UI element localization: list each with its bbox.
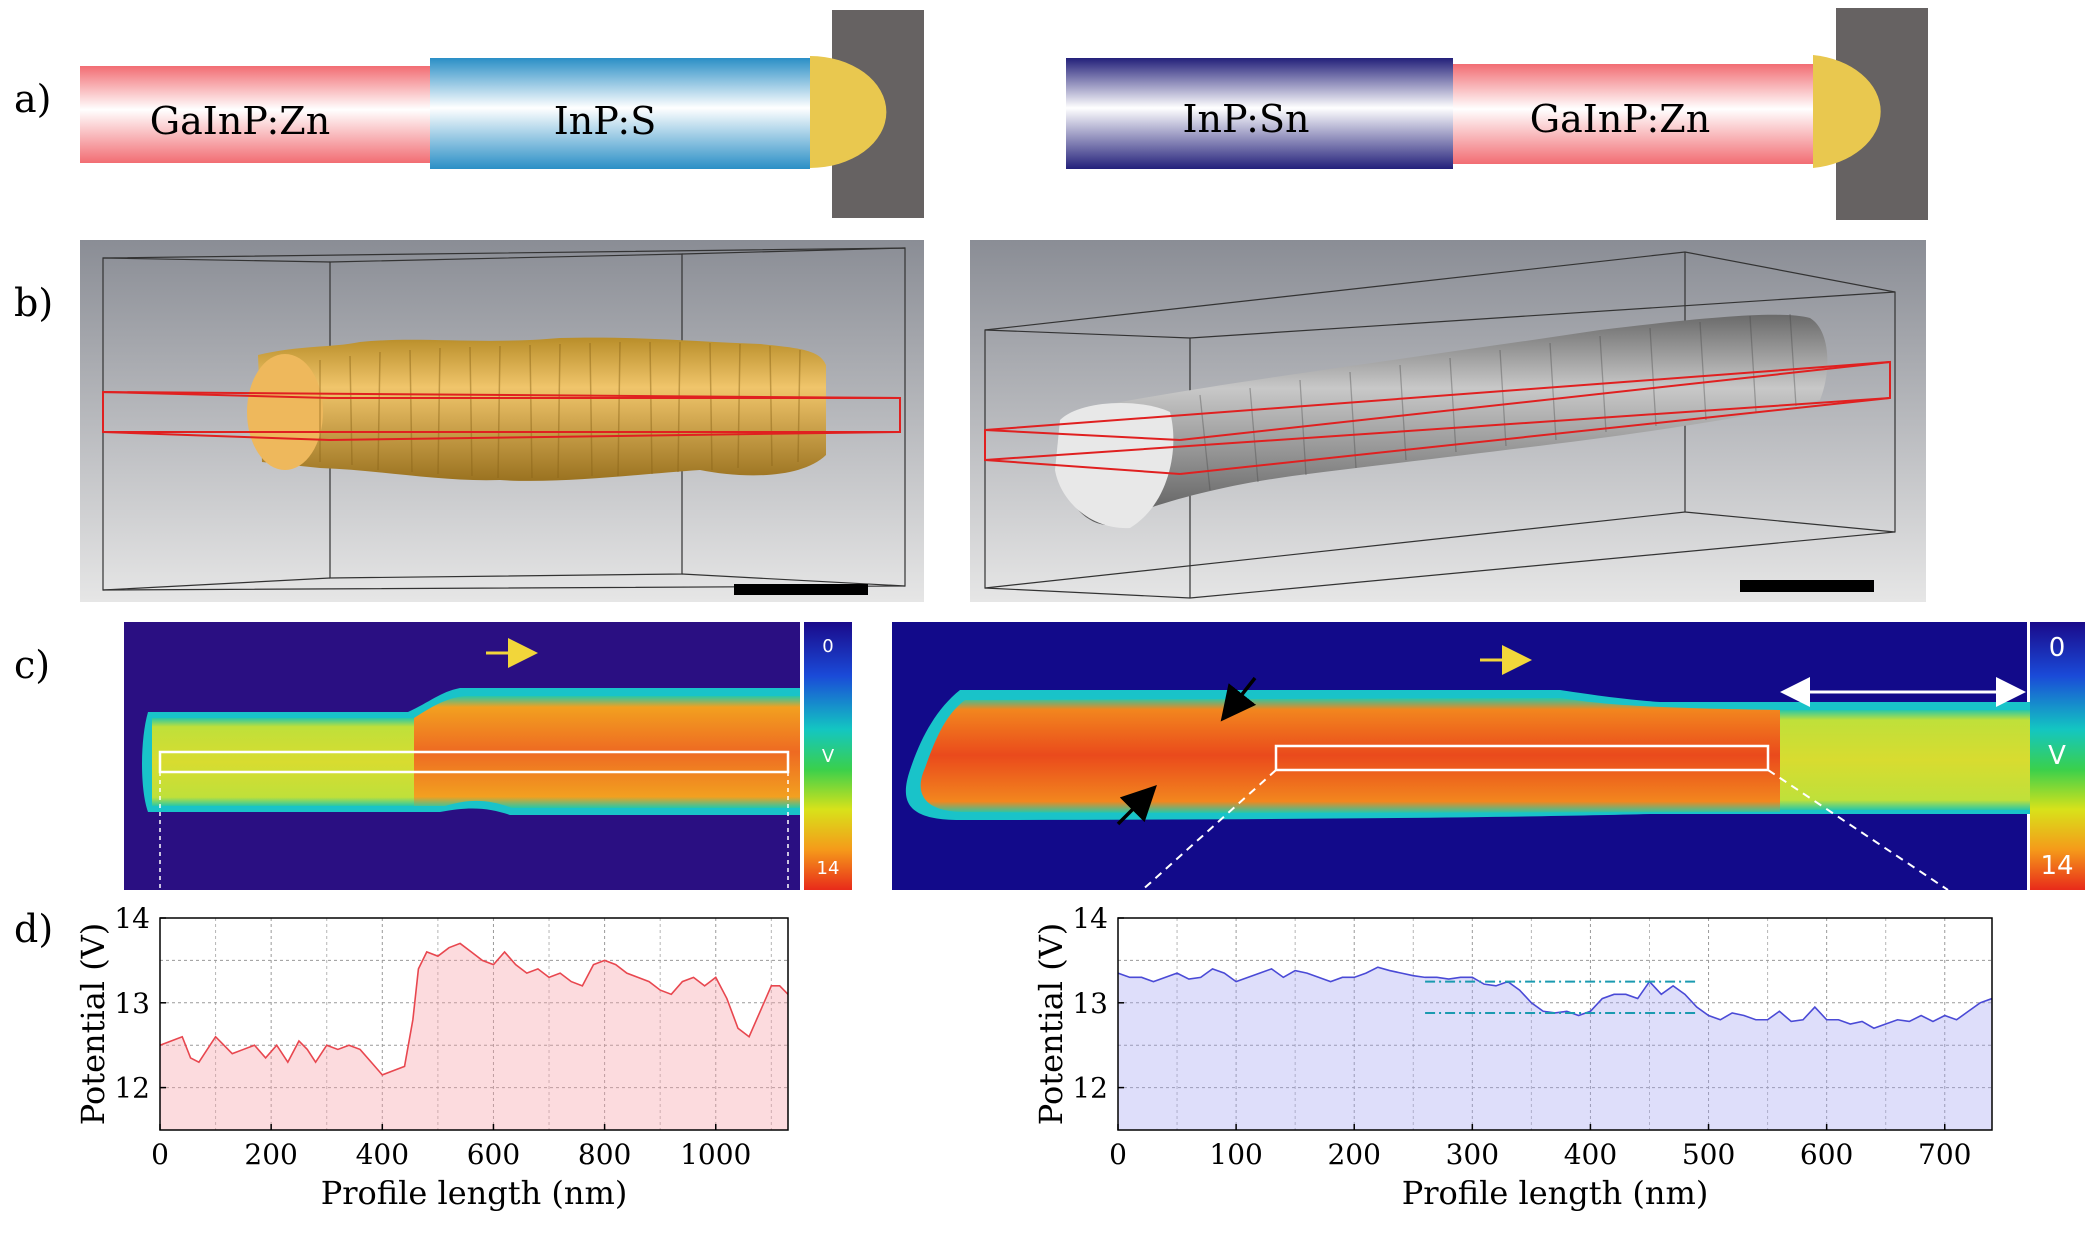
series-line — [159, 942, 789, 1076]
slice-plane-left — [102, 390, 901, 441]
label-gainp-zn-left: GaInP:Zn — [150, 99, 330, 143]
y-axis-title: Potential (V) — [74, 923, 112, 1126]
render-left — [80, 240, 924, 602]
colorbar-left — [804, 622, 852, 890]
x-tick-label: 300 — [1446, 1138, 1499, 1171]
segment-inp-s — [430, 58, 810, 169]
x-tick-label: 700 — [1918, 1138, 1971, 1171]
label-gainp-zn-right: GaInP:Zn — [1530, 97, 1710, 141]
nanowire-gold-body — [258, 337, 826, 481]
map-right-wire-inp-sn — [920, 698, 1780, 813]
annotation-arrow-upper — [1220, 676, 1257, 722]
series-area — [160, 943, 788, 1130]
profile-guide-right-1 — [1119, 769, 1277, 911]
nanowire-gold-texture — [319, 341, 801, 479]
colorbar-right-min: 0 — [2049, 633, 2066, 663]
annotation-arrow-lower — [1116, 785, 1157, 826]
y-tick-label: 14 — [114, 902, 150, 935]
nanowire-grey-body — [1057, 314, 1828, 525]
scale-bar-right — [1740, 580, 1874, 592]
x-axis-title: Profile length (nm) — [1402, 1174, 1709, 1212]
y-axis-title: Potential (V) — [1032, 923, 1070, 1126]
x-tick-label: 500 — [1682, 1138, 1735, 1171]
panel-label-a: a) — [14, 77, 51, 121]
x-tick-label: 200 — [1327, 1138, 1380, 1171]
x-tick-label: 800 — [578, 1138, 631, 1171]
x-tick-label: 100 — [1209, 1138, 1262, 1171]
schematic-right: InP:Sn GaInP:Zn — [1066, 8, 1928, 220]
nanowire-gold-end — [247, 354, 323, 470]
profile-box-left — [158, 750, 790, 774]
map-left-wire-gainp — [152, 718, 414, 806]
segment-gainp-zn-left — [80, 66, 430, 163]
x-tick-label: 0 — [1109, 1138, 1127, 1171]
segment-gainp-zn-right — [1453, 64, 1813, 164]
gold-catalyst-left — [810, 56, 887, 168]
y-tick-label: 13 — [114, 987, 150, 1020]
segment-inp-sn — [1066, 58, 1453, 169]
map-right-wire-gainp — [1780, 710, 2030, 810]
y-tick-label: 12 — [114, 1072, 150, 1105]
chart-right: 0 100 200 300 400 500 600 700 12 13 14 Profile leng… — [1032, 902, 1993, 1212]
colorbar-left-min: 0 — [822, 636, 833, 657]
panel-label-b: b) — [14, 281, 53, 325]
chart-left: 0 200 400 600 800 1000 12 13 14 Profile length (n… — [74, 902, 789, 1212]
y-tick-label: 14 — [1072, 902, 1108, 935]
plot-frame — [159, 917, 789, 1131]
potential-map-right: 0 V 14 — [892, 622, 2085, 911]
x-axis-title: Profile length (nm) — [321, 1174, 628, 1212]
colorbar-left-max: 14 — [817, 858, 840, 879]
y-tick-label: 13 — [1072, 987, 1108, 1020]
slice-plane-right — [984, 360, 1891, 475]
x-tick-label: 200 — [244, 1138, 297, 1171]
profile-box-right — [1274, 744, 1770, 772]
y-tick-label: 12 — [1072, 1072, 1108, 1105]
panel-label-c: c) — [14, 643, 50, 687]
x-tick-label: 600 — [1800, 1138, 1853, 1171]
colorbar-right-max: 14 — [2040, 851, 2073, 881]
nanowire-grey-texture — [1199, 313, 1797, 491]
panel-label-d: d) — [14, 907, 53, 951]
label-inp-s: InP:S — [554, 99, 657, 143]
x-tick-label: 600 — [467, 1138, 520, 1171]
schematic-left: GaInP:Zn InP:S — [80, 10, 924, 218]
gold-catalyst-right — [1813, 55, 1881, 168]
render-right — [970, 240, 1926, 602]
x-tick-label: 400 — [1564, 1138, 1617, 1171]
x-tick-label: 0 — [151, 1138, 169, 1171]
label-inp-sn: InP:Sn — [1182, 97, 1309, 141]
x-tick-label: 1000 — [680, 1138, 751, 1171]
colorbar-left-mid: V — [822, 746, 835, 767]
plot-frame — [1117, 917, 1993, 1131]
colorbar-right-mid: V — [2048, 741, 2066, 771]
colorbar-right — [2030, 622, 2085, 890]
potential-map-left: 0 V 14 — [124, 622, 852, 890]
series-area — [1118, 967, 1992, 1130]
scale-bar-left — [734, 584, 868, 595]
x-tick-label: 400 — [356, 1138, 409, 1171]
